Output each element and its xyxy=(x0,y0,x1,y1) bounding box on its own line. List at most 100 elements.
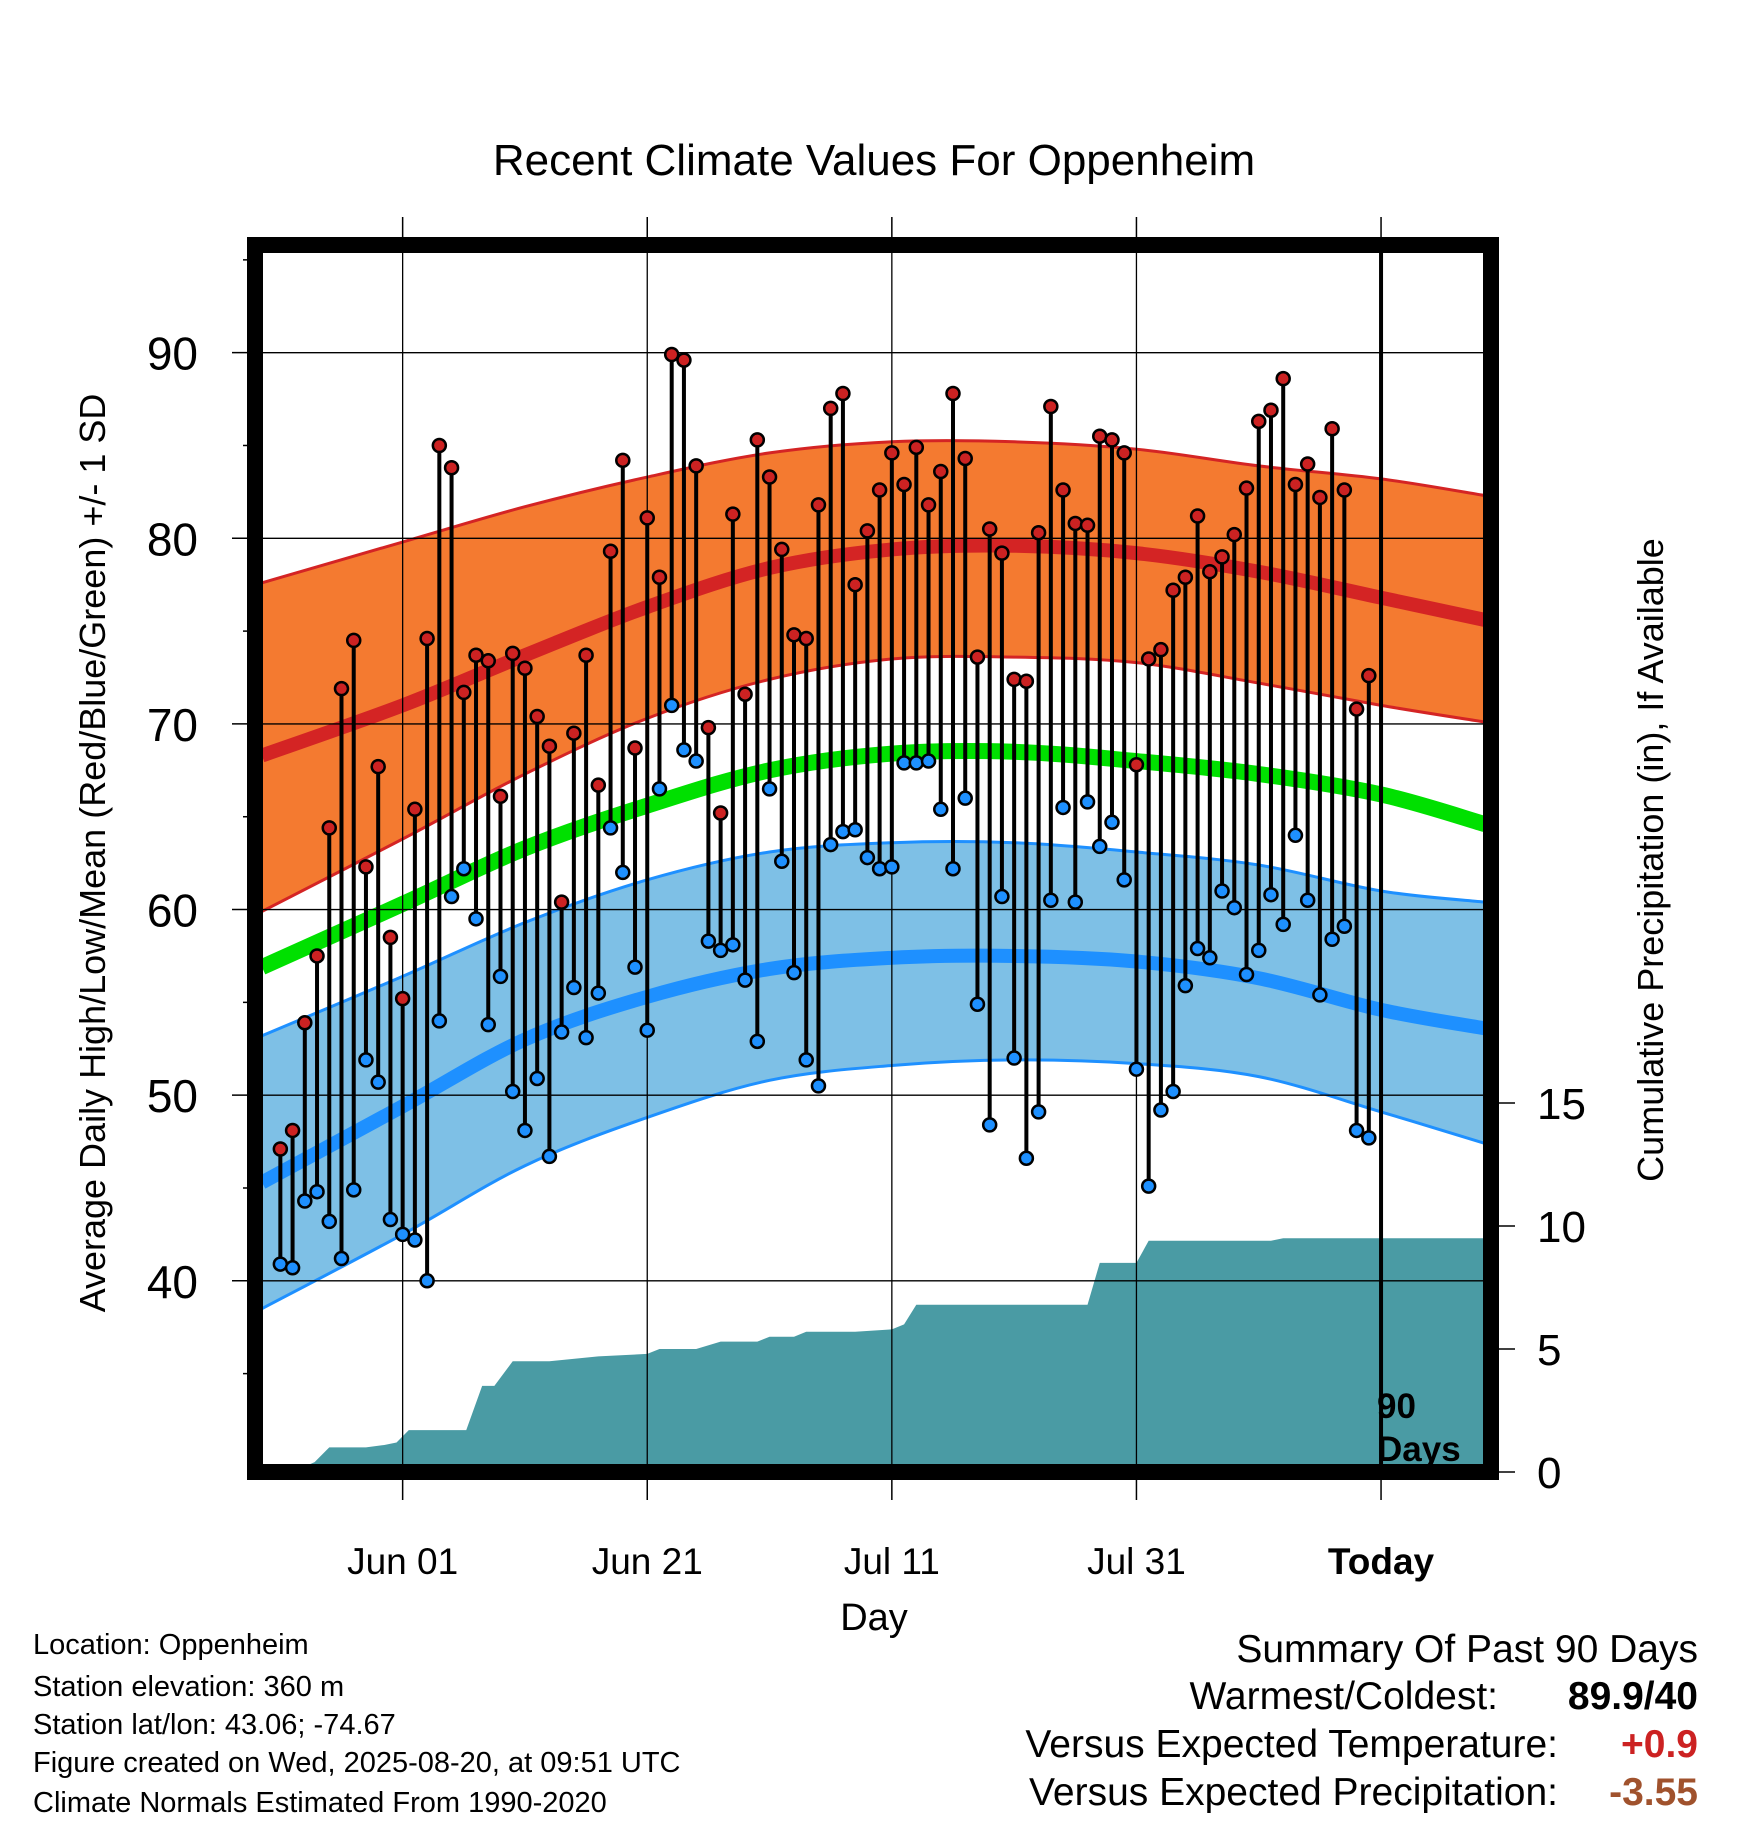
summary-row-warmest: Warmest/Coldest: 89.9/40 xyxy=(1190,1675,1698,1719)
daily-low-point xyxy=(382,1211,399,1228)
daily-high-point xyxy=(541,738,558,754)
daily-low-point xyxy=(920,753,937,769)
summary-value: +0.9 xyxy=(1621,1723,1698,1766)
daily-low-point xyxy=(309,1183,325,1200)
daily-high-point xyxy=(480,653,497,669)
daily-high-point xyxy=(1177,569,1194,586)
daily-low-point xyxy=(1189,940,1206,957)
daily-high-point xyxy=(884,445,900,461)
daily-low-point xyxy=(627,959,643,975)
y-left-tick-label: 90 xyxy=(147,328,198,380)
station-latlon: Station lat/lon: 43.06; -74.67 xyxy=(33,1709,396,1741)
daily-low-point xyxy=(700,933,717,949)
daily-low-point xyxy=(859,849,876,866)
daily-high-point xyxy=(358,859,374,875)
x-tick-label: Jul 31 xyxy=(1087,1541,1186,1582)
daily-low-point xyxy=(884,859,900,875)
daily-high-point xyxy=(908,439,925,456)
daily-low-point xyxy=(1092,838,1108,855)
daily-low-point xyxy=(1287,827,1304,844)
daily-high-point xyxy=(920,497,937,513)
low-sd-band xyxy=(262,841,1485,1309)
daily-high-point xyxy=(468,647,484,663)
daily-low-point xyxy=(663,697,680,714)
y-left-tick-label: 70 xyxy=(147,699,198,751)
daily-high-point xyxy=(1336,482,1353,498)
daily-low-point xyxy=(822,836,839,853)
daily-low-point xyxy=(615,864,631,881)
summary-value: -3.55 xyxy=(1609,1771,1698,1814)
daily-high-point xyxy=(345,632,362,649)
today-annotation-number: 90 xyxy=(1377,1387,1416,1426)
daily-high-point xyxy=(529,708,545,725)
daily-high-point xyxy=(835,385,851,402)
daily-high-point xyxy=(627,740,643,756)
daily-low-point xyxy=(981,1117,998,1133)
station-location: Location: Oppenheim xyxy=(33,1629,309,1661)
y-right-tick-label: 15 xyxy=(1537,1080,1586,1129)
daily-low-point xyxy=(370,1074,386,1090)
daily-high-point xyxy=(688,458,704,474)
daily-low-point xyxy=(737,972,753,988)
station-elevation: Station elevation: 360 m xyxy=(33,1671,345,1703)
daily-high-point xyxy=(957,450,973,467)
daily-high-point xyxy=(1226,526,1243,543)
cumulative-precip-area xyxy=(262,1238,1485,1472)
daily-high-point xyxy=(749,432,766,448)
daily-low-point xyxy=(761,781,778,797)
daily-low-point xyxy=(1153,1102,1169,1118)
daily-high-point xyxy=(1165,582,1181,599)
daily-low-point xyxy=(957,790,973,806)
daily-high-point xyxy=(1140,651,1157,667)
high-sd-band xyxy=(262,440,1485,912)
daily-low-point xyxy=(712,942,729,959)
daily-low-point xyxy=(798,1052,814,1068)
daily-low-point xyxy=(1177,977,1194,994)
daily-high-point xyxy=(1067,515,1084,532)
daily-high-point xyxy=(700,719,717,736)
daily-low-point xyxy=(468,911,484,927)
summary-value: 89.9/40 xyxy=(1567,1675,1698,1718)
y-right-tick-label: 10 xyxy=(1537,1203,1586,1252)
daily-high-point xyxy=(1202,563,1218,580)
daily-low-point xyxy=(749,1033,766,1050)
daily-low-point xyxy=(1299,892,1316,909)
daily-high-point xyxy=(394,990,411,1007)
daily-low-point xyxy=(1336,918,1353,935)
daily-low-point xyxy=(529,1070,545,1087)
x-tick-label: Jun 21 xyxy=(592,1541,703,1582)
daily-high-point xyxy=(896,476,912,493)
daily-low-point xyxy=(492,968,509,985)
y-left-tick-label: 60 xyxy=(147,885,198,937)
y-axis-right-label: Cumulative Precipitation (in), If Availa… xyxy=(1630,538,1671,1182)
daily-low-point xyxy=(725,937,741,953)
daily-high-point xyxy=(370,758,386,775)
daily-high-point xyxy=(284,1122,301,1139)
summary-title: Summary Of Past 90 Days xyxy=(1236,1628,1698,1671)
daily-low-point xyxy=(786,964,802,981)
daily-low-point xyxy=(1079,794,1096,810)
x-tick-label: Jul 11 xyxy=(844,1541,940,1582)
summary-row-precipitation: Versus Expected Precipitation: -3.55 xyxy=(1029,1771,1698,1815)
daily-low-point xyxy=(1055,799,1071,816)
daily-low-point xyxy=(1043,892,1059,909)
daily-low-point xyxy=(284,1260,301,1276)
daily-low-point xyxy=(1030,1104,1047,1120)
daily-high-point xyxy=(1238,480,1255,496)
daily-high-point xyxy=(1055,482,1071,498)
daily-low-point xyxy=(835,823,851,840)
daily-low-point xyxy=(676,742,692,758)
daily-high-point xyxy=(663,346,680,363)
daily-high-point xyxy=(1250,413,1267,430)
daily-high-point xyxy=(1006,671,1022,688)
daily-high-point xyxy=(725,506,741,522)
daily-high-point xyxy=(578,647,594,663)
summary-label: Versus Expected Temperature: xyxy=(1025,1723,1558,1766)
daily-high-point xyxy=(1043,398,1059,415)
daily-low-point xyxy=(774,853,790,870)
daily-low-point xyxy=(1116,872,1132,888)
daily-high-point xyxy=(945,385,961,402)
daily-low-point xyxy=(1361,1130,1377,1146)
figure-created: Figure created on Wed, 2025-08-20, at 09… xyxy=(33,1747,681,1779)
daily-low-point xyxy=(1018,1150,1035,1167)
